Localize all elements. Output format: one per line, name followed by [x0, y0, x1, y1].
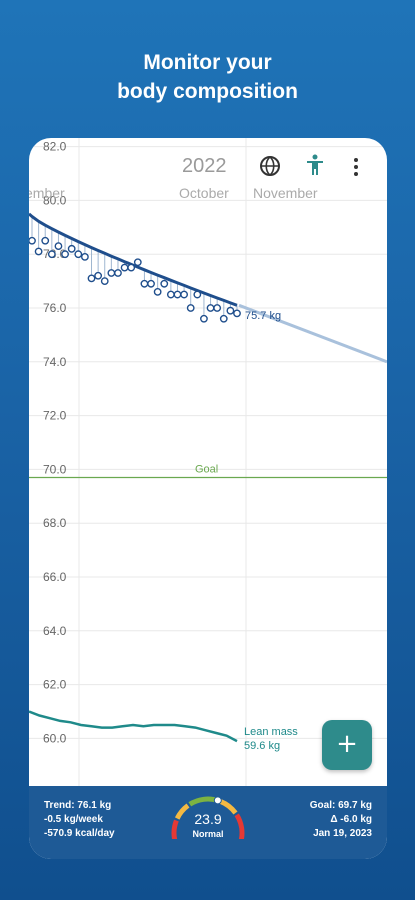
weight-point — [74, 250, 83, 259]
y-tick-label: 74.0 — [43, 355, 67, 369]
goal-summary: Goal: 69.7 kg Δ -6.0 kg Jan 19, 2023 — [310, 799, 372, 841]
lean-mass-line — [29, 710, 238, 743]
bmi-value: 23.9 — [194, 811, 222, 827]
weight-point — [213, 304, 222, 312]
y-tick-label: 64.0 — [43, 624, 67, 638]
weight-point — [186, 304, 195, 312]
weight-point — [87, 274, 96, 283]
y-tick-label: 70.0 — [43, 462, 67, 476]
weight-point — [166, 290, 175, 299]
onboarding-headline: Monitor your body composition — [0, 48, 415, 106]
weight-point — [81, 252, 89, 261]
bmi-gauge-icon[interactable] — [165, 793, 251, 839]
globe-icon[interactable] — [259, 155, 281, 177]
weight-point — [29, 236, 36, 245]
month-label: October — [179, 185, 229, 201]
weight-point — [100, 277, 109, 286]
weight-chart[interactable]: 82.080.078.076.074.072.070.068.066.064.0… — [29, 138, 387, 786]
y-tick-label: 72.0 — [43, 409, 67, 423]
headline-line-1: Monitor your — [143, 51, 272, 74]
projection-line — [238, 303, 387, 364]
rate-value: -0.5 kg/week — [44, 814, 103, 825]
weight-point — [34, 247, 43, 256]
weight-point — [140, 279, 149, 288]
weight-point — [61, 250, 69, 259]
weight-point — [67, 244, 76, 253]
month-label: November — [253, 185, 318, 201]
y-tick-label: 76.0 — [43, 301, 67, 315]
weight-point — [127, 263, 136, 272]
weight-point — [200, 314, 208, 323]
weight-point — [160, 279, 169, 288]
weight-point — [233, 309, 241, 318]
y-tick-label: 66.0 — [43, 570, 67, 584]
energy-value: -570.9 kcal/day — [44, 828, 115, 839]
trend-value: Trend: 76.1 kg — [44, 800, 112, 811]
y-tick-label: 80.0 — [43, 193, 67, 207]
weight-point — [173, 290, 182, 299]
weight-point — [147, 279, 155, 288]
summary-panel: Trend: 76.1 kg -0.5 kg/week -570.9 kcal/… — [29, 786, 387, 859]
weight-point — [107, 269, 116, 277]
weight-point — [47, 250, 56, 259]
weight-point — [120, 263, 129, 272]
current-weight-label: 75.7 kg — [245, 310, 281, 322]
goal-value: Goal: 69.7 kg — [309, 800, 372, 811]
y-tick-label: 60.0 — [43, 731, 67, 745]
lean-mass-label: Lean mass — [244, 726, 298, 738]
weight-point — [219, 314, 228, 323]
y-tick-label: 82.0 — [43, 140, 67, 154]
weight-point — [133, 258, 142, 267]
y-tick-label: 68.0 — [43, 516, 67, 530]
goal-label: Goal — [195, 463, 218, 475]
phone-screen: 82.080.078.076.074.072.070.068.066.064.0… — [29, 138, 387, 859]
weight-point — [193, 290, 202, 299]
weight-point — [41, 236, 50, 245]
month-label: ember — [29, 185, 65, 201]
trend-summary: Trend: 76.1 kg -0.5 kg/week -570.9 kcal/… — [44, 799, 115, 841]
weight-point — [153, 287, 162, 296]
y-tick-label: 62.0 — [43, 678, 67, 692]
weight-point — [94, 271, 103, 280]
year-label[interactable]: 2022 — [182, 155, 227, 177]
body-person-icon[interactable] — [303, 153, 327, 177]
add-entry-button[interactable]: + — [322, 720, 372, 770]
weight-point — [54, 242, 63, 251]
weight-point — [180, 290, 188, 299]
goal-date: Jan 19, 2023 — [313, 828, 372, 839]
headline-line-2: body composition — [117, 80, 298, 103]
lean-mass-value: 59.6 kg — [244, 740, 280, 752]
goal-delta: Δ -6.0 kg — [330, 814, 372, 825]
weight-point — [114, 269, 122, 277]
weight-point — [206, 304, 215, 312]
more-vert-icon[interactable] — [349, 156, 363, 178]
bmi-category: Normal — [192, 829, 224, 839]
weight-point — [226, 306, 235, 315]
